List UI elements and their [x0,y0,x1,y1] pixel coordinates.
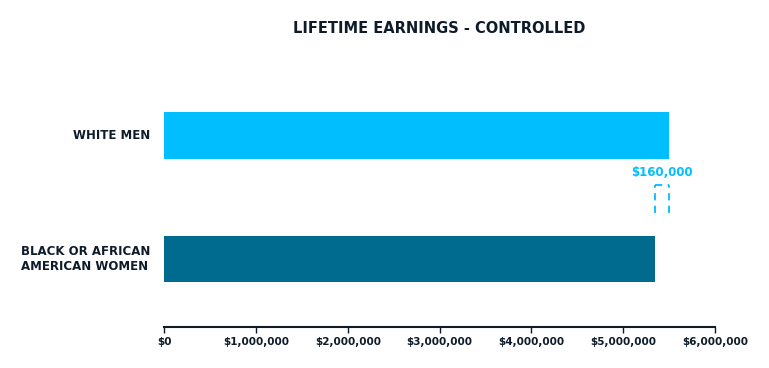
Bar [164,236,654,282]
Bar [164,112,669,159]
Text: $160,000: $160,000 [631,166,693,179]
Title: LIFETIME EARNINGS - CONTROLLED: LIFETIME EARNINGS - CONTROLLED [294,21,586,36]
